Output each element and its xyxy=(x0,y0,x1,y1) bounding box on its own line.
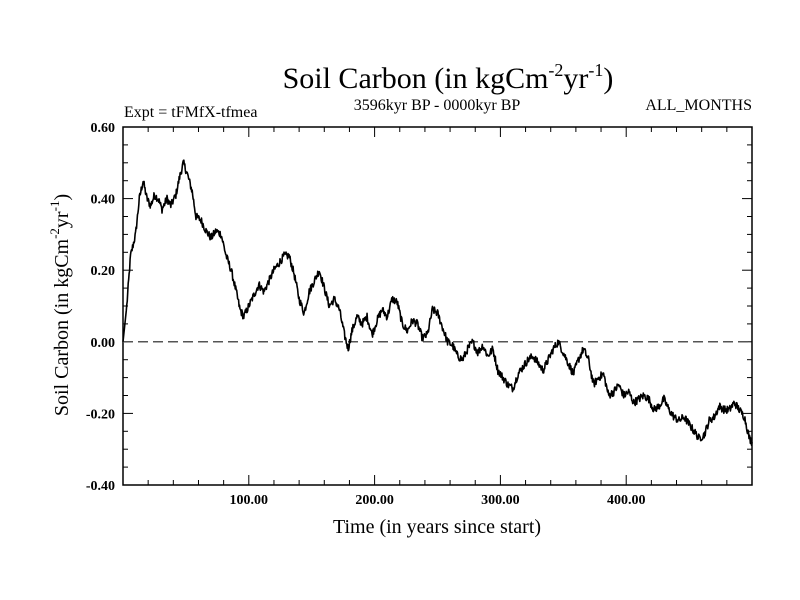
y-axis-label: Soil Carbon (in kgCm-2yr-1) xyxy=(47,194,73,416)
chart-title-sup-1: -2 xyxy=(548,60,563,80)
experiment-label: Expt = tFMfX-tfmea xyxy=(124,104,257,121)
y-axis-label-mid: yr xyxy=(51,211,73,228)
y-axis-label-sup-1: -2 xyxy=(47,228,62,239)
chart-title-main: Soil Carbon (in kgCm xyxy=(283,62,549,95)
chart-title-mid: yr xyxy=(563,62,588,95)
y-tick-label: 0.20 xyxy=(91,264,116,279)
y-axis-label-end: ) xyxy=(51,194,73,201)
axis-tick-labels: -0.40 -0.20 0.00 0.20 0.40 0.60 100.00 200.00 30… xyxy=(86,121,646,508)
axis-ticks xyxy=(122,126,753,486)
plot-frame xyxy=(122,126,753,486)
months-label: ALL_MONTHS xyxy=(645,97,752,114)
y-tick-label: -0.40 xyxy=(86,479,115,494)
y-axis-label-sup-2: -1 xyxy=(47,201,62,212)
y-axis-label-main: Soil Carbon (in kgCm xyxy=(51,238,73,416)
soil-carbon-series-line xyxy=(122,159,753,447)
x-tick-label: 100.00 xyxy=(230,493,269,508)
x-axis-label: Time (in years since start) xyxy=(333,516,541,538)
chart-title-sup-2: -1 xyxy=(588,60,603,80)
x-tick-label: 300.00 xyxy=(481,493,520,508)
chart-title-end: ) xyxy=(603,62,613,95)
y-tick-label: -0.20 xyxy=(86,407,115,422)
y-tick-label: 0.60 xyxy=(91,121,116,136)
x-tick-label: 400.00 xyxy=(607,493,646,508)
x-tick-label: 200.00 xyxy=(355,493,394,508)
y-tick-label: 0.40 xyxy=(91,193,116,208)
chart-title: Soil Carbon (in kgCm-2yr-1) xyxy=(283,60,614,95)
y-tick-label: 0.00 xyxy=(91,336,116,351)
time-range-label: 3596kyr BP - 0000kyr BP xyxy=(354,97,521,114)
